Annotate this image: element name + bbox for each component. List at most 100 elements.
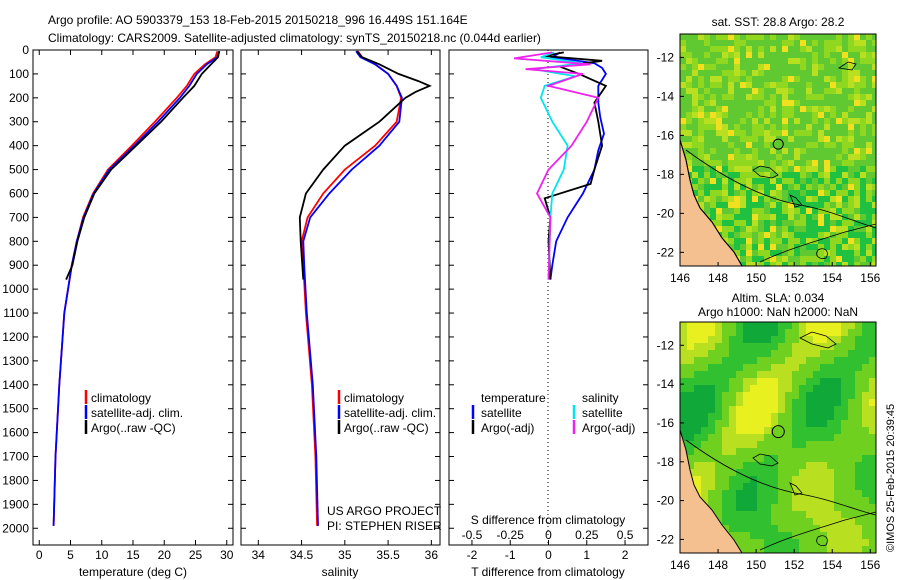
map-cell: [704, 118, 710, 124]
map-cell: [854, 220, 860, 226]
map-cell: [736, 518, 743, 525]
map-cell: [872, 238, 876, 244]
map-cell: [778, 483, 785, 490]
map-cell: [736, 539, 743, 546]
difference-legend: temperature salinity satellite Argo(-adj…: [471, 391, 635, 435]
map-cell: [687, 329, 694, 336]
map-cell: [694, 434, 701, 441]
map-cell: [842, 118, 848, 124]
map-cell: [827, 392, 834, 399]
map-cell: [792, 329, 799, 336]
map-cell: [740, 58, 746, 64]
map-cell: [701, 469, 708, 476]
map-cell: [776, 100, 782, 106]
map-cell: [792, 350, 799, 357]
map-cell: [687, 336, 694, 343]
map-cell: [716, 220, 722, 226]
map-cell: [824, 214, 830, 220]
map-cell: [842, 202, 848, 208]
map-cell: [799, 322, 806, 329]
map-cell: [830, 34, 836, 40]
map-cell: [698, 196, 704, 202]
map-cell: [820, 392, 827, 399]
map-cell: [785, 483, 792, 490]
map-cell: [854, 238, 860, 244]
map-cell: [716, 88, 722, 94]
map-cell: [710, 112, 716, 118]
map-cell: [746, 94, 752, 100]
map-cell: [743, 441, 750, 448]
map-cell: [860, 166, 866, 172]
map-cell: [752, 250, 758, 256]
map-cell: [836, 190, 842, 196]
map-cell: [694, 350, 701, 357]
map-cell: [770, 196, 776, 202]
map-cell: [799, 448, 806, 455]
map-cell: [824, 88, 830, 94]
temperature-ytick-label: 1600: [2, 426, 29, 440]
map-cell: [750, 427, 757, 434]
map-cell: [743, 378, 750, 385]
map-cell: [836, 136, 842, 142]
sst-map-xtick-label: 146: [670, 271, 690, 285]
map-cell: [836, 184, 842, 190]
map-cell: [736, 490, 743, 497]
sst-map-ytick-label: -18: [657, 167, 675, 181]
map-cell: [776, 154, 782, 160]
map-cell: [764, 476, 771, 483]
map-cell: [788, 226, 794, 232]
map-cell: [722, 130, 728, 136]
map-cell: [722, 511, 729, 518]
map-cell: [818, 160, 824, 166]
map-cell: [734, 214, 740, 220]
map-cell: [782, 40, 788, 46]
map-cell: [778, 455, 785, 462]
map-cell: [818, 226, 824, 232]
map-cell: [776, 190, 782, 196]
map-cell: [848, 112, 854, 118]
map-cell: [827, 525, 834, 532]
map-cell: [686, 76, 692, 82]
map-cell: [866, 190, 872, 196]
map-cell: [764, 112, 770, 118]
map-cell: [729, 406, 736, 413]
map-cell: [792, 476, 799, 483]
map-cell: [848, 148, 854, 154]
map-cell: [722, 190, 728, 196]
map-cell: [836, 40, 842, 46]
map-cell: [750, 357, 757, 364]
map-cell: [746, 256, 752, 262]
map-cell: [694, 322, 701, 329]
map-cell: [830, 184, 836, 190]
map-cell: [734, 172, 740, 178]
map-cell: [818, 124, 824, 130]
map-cell: [800, 40, 806, 46]
map-cell: [734, 118, 740, 124]
map-cell: [869, 539, 876, 546]
map-cell: [770, 202, 776, 208]
map-cell: [728, 232, 734, 238]
map-cell: [818, 232, 824, 238]
map-cell: [866, 250, 872, 256]
map-cell: [806, 441, 813, 448]
map-cell: [687, 385, 694, 392]
map-cell: [708, 385, 715, 392]
map-cell: [869, 546, 876, 553]
map-cell: [788, 244, 794, 250]
map-cell: [788, 52, 794, 58]
map-cell: [704, 172, 710, 178]
map-cell: [812, 136, 818, 142]
map-cell: [794, 34, 800, 40]
map-cell: [758, 178, 764, 184]
map-cell: [758, 244, 764, 250]
sst-coastline: [680, 61, 876, 266]
temperature-ytick-label: 1900: [2, 497, 29, 511]
map-cell: [770, 100, 776, 106]
map-cell: [860, 178, 866, 184]
map-cell: [692, 178, 698, 184]
map-cell: [841, 546, 848, 553]
map-cell: [686, 154, 692, 160]
map-cell: [698, 64, 704, 70]
map-cell: [866, 202, 872, 208]
map-cell: [848, 518, 855, 525]
